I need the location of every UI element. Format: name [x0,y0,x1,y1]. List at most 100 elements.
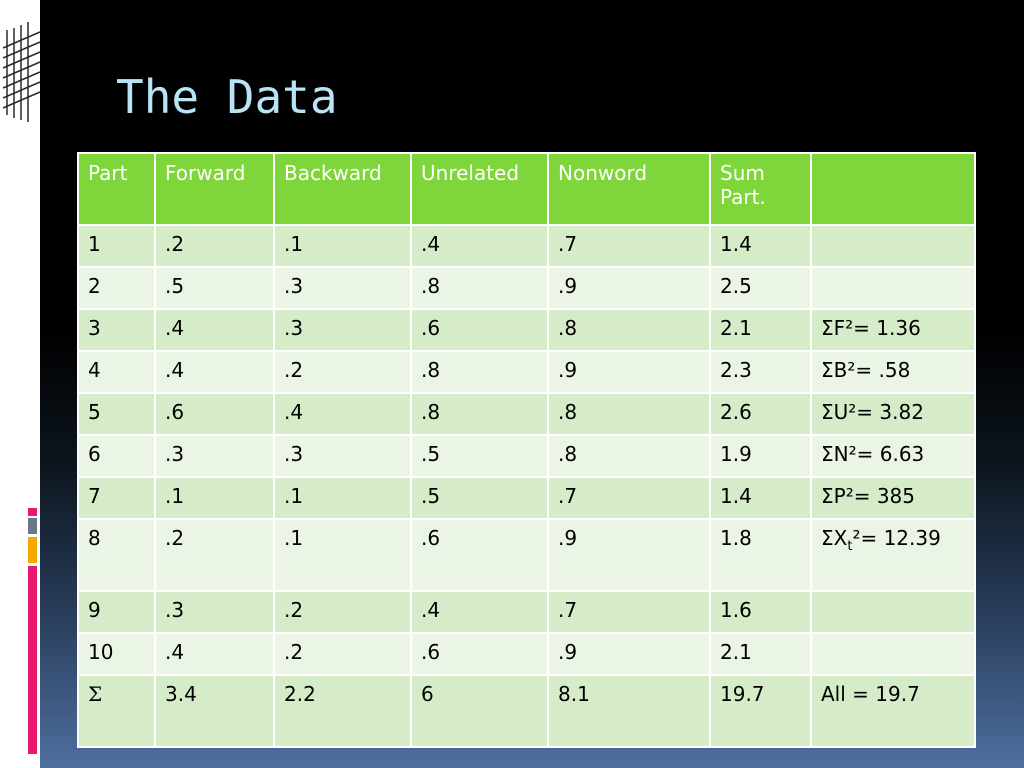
table-cell: .2 [154,518,275,592]
header-sum-part: Sum Part. [709,152,812,226]
table-cell: 6 [410,674,549,748]
table-row: 7 .1 .1 .5 .7 1.4 ΣP²= 385 [77,476,976,520]
table-cell: .6 [410,632,549,676]
table-cell: 2.2 [273,674,412,748]
table-cell: 1.9 [709,434,812,478]
table-cell: 2.5 [709,266,812,310]
table-cell: 1.4 [709,224,812,268]
header-row: Part Forward Backward Unrelated Nonword … [77,152,976,226]
header-part: Part [77,152,156,226]
table-cell: 2 [77,266,156,310]
sum-x-suffix: ²= 12.39 [852,526,941,550]
table-cell: 9 [77,590,156,634]
accent-bar-gray [28,518,37,534]
table-cell: .6 [410,518,549,592]
table-cell: ΣU²= 3.82 [810,392,976,436]
table-cell: 4 [77,350,156,394]
table-cell [810,590,976,634]
table-cell: .8 [410,350,549,394]
table-cell: 5 [77,392,156,436]
table-cell: .2 [273,590,412,634]
header-nonword: Nonword [547,152,711,226]
table-cell: 19.7 [709,674,812,748]
table-cell: 2.1 [709,632,812,676]
sum-x-subscript: t [847,539,853,554]
table-cell: .5 [154,266,275,310]
table-cell: 7 [77,476,156,520]
accent-bar-orange [28,537,37,563]
header-unrelated: Unrelated [410,152,549,226]
table-cell: .6 [410,308,549,352]
table-cell: 8.1 [547,674,711,748]
table-cell: 2.3 [709,350,812,394]
table-cell: 3 [77,308,156,352]
table-cell: ΣB²= .58 [810,350,976,394]
table-cell: .2 [273,632,412,676]
table-row: 3 .4 .3 .6 .8 2.1 ΣF²= 1.36 [77,308,976,352]
slide-title: The Data [116,70,338,124]
table-row: 4 .4 .2 .8 .9 2.3 ΣB²= .58 [77,350,976,394]
table-cell: .6 [154,392,275,436]
table-cell: 6 [77,434,156,478]
table-cell: .8 [410,266,549,310]
table-cell: .1 [273,476,412,520]
header-forward: Forward [154,152,275,226]
table-cell: .8 [410,392,549,436]
table-cell: .4 [154,308,275,352]
header-blank [810,152,976,226]
table-cell: .4 [154,350,275,394]
table-cell: 1.6 [709,590,812,634]
table-cell: .5 [410,476,549,520]
table-cell: 1.8 [709,518,812,592]
table-cell: .3 [154,590,275,634]
accent-bar-pink-long [28,566,37,754]
table-row: 2 .5 .3 .8 .9 2.5 [77,266,976,310]
table-cell: .7 [547,224,711,268]
data-table: Part Forward Backward Unrelated Nonword … [77,152,976,748]
table-cell [810,224,976,268]
table-cell: .2 [273,350,412,394]
table-cell: 10 [77,632,156,676]
table-cell: .3 [273,308,412,352]
table-cell: .1 [273,518,412,592]
table-cell: .1 [273,224,412,268]
table-cell: .5 [410,434,549,478]
table-cell: .7 [547,476,711,520]
table-cell: .4 [410,224,549,268]
table-cell: .4 [273,392,412,436]
table-cell: .8 [547,308,711,352]
table-row: 1 .2 .1 .4 .7 1.4 [77,224,976,268]
table-cell: .9 [547,518,711,592]
table-cell: 8 [77,518,156,592]
table-cell: .3 [273,266,412,310]
table-cell [810,266,976,310]
table-cell: .3 [154,434,275,478]
table-cell: .7 [547,590,711,634]
header-backward: Backward [273,152,412,226]
table-cell: .8 [547,392,711,436]
table-cell: .9 [547,350,711,394]
table-row: 5 .6 .4 .8 .8 2.6 ΣU²= 3.82 [77,392,976,436]
table-row: 9 .3 .2 .4 .7 1.6 [77,590,976,634]
table-cell: 2.1 [709,308,812,352]
table-row: 10 .4 .2 .6 .9 2.1 [77,632,976,676]
table-row: 8 .2 .1 .6 .9 1.8 ΣXt²= 12.39 [77,518,976,592]
table-row: 6 .3 .3 .5 .8 1.9 ΣN²= 6.63 [77,434,976,478]
table-cell [810,632,976,676]
accent-bar-pink-small [28,508,37,516]
table-cell: 1.4 [709,476,812,520]
totals-row: Σ 3.4 2.2 6 8.1 19.7 All = 19.7 [77,674,976,748]
table-cell: ΣN²= 6.63 [810,434,976,478]
table-cell: 2.6 [709,392,812,436]
sigma-cell: Σ [77,674,156,748]
decorative-lines [2,22,40,122]
table-cell: .4 [154,632,275,676]
table-cell: .9 [547,266,711,310]
table-cell: .2 [154,224,275,268]
table-cell: 3.4 [154,674,275,748]
table-cell: .4 [410,590,549,634]
table-cell: 1 [77,224,156,268]
table-cell: .3 [273,434,412,478]
sum-x-prefix: ΣX [821,526,848,550]
table-cell: .9 [547,632,711,676]
